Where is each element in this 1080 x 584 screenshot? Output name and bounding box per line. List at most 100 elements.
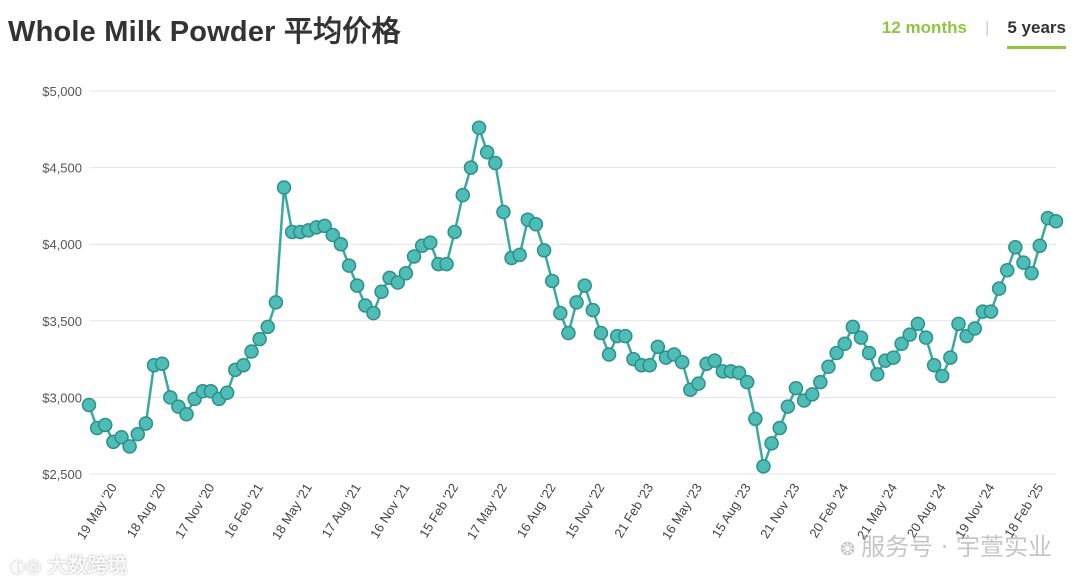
data-point[interactable]: [804, 387, 820, 402]
data-point[interactable]: [910, 316, 926, 332]
data-point[interactable]: [236, 357, 251, 373]
data-point[interactable]: [544, 273, 560, 289]
data-point[interactable]: [561, 325, 576, 341]
data-point[interactable]: [585, 302, 601, 318]
data-point[interactable]: [674, 354, 690, 370]
data-point[interactable]: [528, 217, 544, 232]
data-point[interactable]: [1024, 266, 1039, 281]
data-point[interactable]: [406, 249, 422, 264]
data-point[interactable]: [455, 187, 471, 203]
data-point[interactable]: [829, 345, 844, 361]
data-point[interactable]: [569, 295, 584, 310]
data-point[interactable]: [593, 325, 609, 341]
data-point[interactable]: [821, 359, 836, 375]
data-point[interactable]: [512, 247, 527, 263]
data-point[interactable]: [244, 344, 259, 359]
data-point[interactable]: [252, 331, 267, 347]
data-point[interactable]: [967, 321, 982, 336]
data-point[interactable]: [983, 304, 999, 319]
tab-separator: |: [984, 18, 990, 37]
data-point[interactable]: [98, 417, 113, 433]
data-point[interactable]: [1008, 240, 1023, 255]
data-point[interactable]: [748, 411, 763, 427]
x-tick-label: 18 May '21: [269, 481, 315, 543]
x-tick-label: 19 May '20: [74, 481, 120, 543]
data-point[interactable]: [325, 227, 341, 243]
data-point[interactable]: [447, 224, 462, 240]
data-point[interactable]: [845, 319, 861, 335]
data-point[interactable]: [179, 407, 194, 422]
data-point[interactable]: [650, 339, 666, 355]
data-point[interactable]: [739, 374, 755, 390]
data-point[interactable]: [926, 357, 942, 373]
data-point[interactable]: [463, 160, 479, 175]
data-point[interactable]: [902, 327, 917, 342]
data-point[interactable]: [471, 120, 487, 136]
data-point[interactable]: [780, 399, 796, 414]
data-point[interactable]: [130, 426, 146, 442]
data-point[interactable]: [1032, 238, 1047, 253]
data-point[interactable]: [423, 235, 438, 250]
data-point[interactable]: [163, 390, 178, 405]
data-point[interactable]: [553, 305, 568, 321]
data-point[interactable]: [943, 350, 958, 365]
data-point[interactable]: [479, 145, 495, 160]
tab-12-months[interactable]: 12 months: [881, 18, 967, 37]
data-point[interactable]: [276, 180, 292, 195]
data-point[interactable]: [496, 204, 511, 220]
data-point[interactable]: [894, 336, 909, 352]
data-point[interactable]: [813, 374, 828, 390]
data-point[interactable]: [601, 347, 617, 362]
data-point[interactable]: [81, 397, 97, 413]
data-point[interactable]: [861, 345, 877, 361]
data-point[interactable]: [756, 459, 771, 474]
data-point[interactable]: [618, 328, 633, 344]
y-tick-label: $4,000: [42, 237, 82, 252]
data-point[interactable]: [317, 218, 332, 234]
range-tabs: 12 months | 5 years: [882, 18, 1066, 49]
data-point[interactable]: [642, 357, 657, 373]
data-point[interactable]: [390, 275, 406, 290]
data-point[interactable]: [138, 416, 154, 431]
data-point[interactable]: [951, 316, 966, 332]
data-point[interactable]: [886, 350, 901, 365]
data-point[interactable]: [260, 319, 276, 335]
tab-5-years[interactable]: 5 years: [1007, 18, 1066, 49]
data-point[interactable]: [398, 266, 414, 281]
data-point[interactable]: [577, 278, 592, 293]
data-point[interactable]: [341, 258, 357, 273]
data-point[interactable]: [999, 262, 1015, 278]
data-point[interactable]: [1016, 255, 1031, 270]
data-point[interactable]: [114, 429, 129, 445]
watermark-right: ❂ 服务号 · 宇萱实业: [840, 527, 1052, 562]
grid-layer: [90, 90, 1056, 475]
data-point[interactable]: [691, 376, 706, 391]
data-point[interactable]: [439, 256, 454, 272]
data-point[interactable]: [333, 236, 349, 252]
data-point[interactable]: [349, 278, 365, 293]
data-point[interactable]: [934, 368, 950, 384]
data-point[interactable]: [154, 356, 170, 371]
data-point[interactable]: [374, 284, 389, 299]
data-point[interactable]: [837, 336, 852, 352]
data-point[interactable]: [788, 380, 804, 396]
data-point[interactable]: [764, 436, 779, 451]
page-title: Whole Milk Powder 平均价格: [8, 16, 401, 48]
data-point[interactable]: [488, 155, 503, 171]
data-point[interactable]: [536, 243, 552, 258]
data-point[interactable]: [366, 305, 381, 321]
data-point[interactable]: [122, 439, 137, 454]
data-point[interactable]: [731, 365, 747, 381]
data-point[interactable]: [707, 353, 722, 368]
x-tick-label: 16 Aug '22: [514, 481, 559, 541]
data-point[interactable]: [991, 281, 1007, 296]
data-point[interactable]: [772, 420, 787, 436]
y-tick-label: $3,500: [42, 314, 82, 329]
data-point[interactable]: [853, 330, 869, 345]
data-point[interactable]: [268, 295, 284, 310]
data-point[interactable]: [869, 367, 885, 382]
data-point[interactable]: [1048, 213, 1064, 229]
data-point[interactable]: [219, 385, 235, 401]
data-point[interactable]: [918, 330, 934, 345]
